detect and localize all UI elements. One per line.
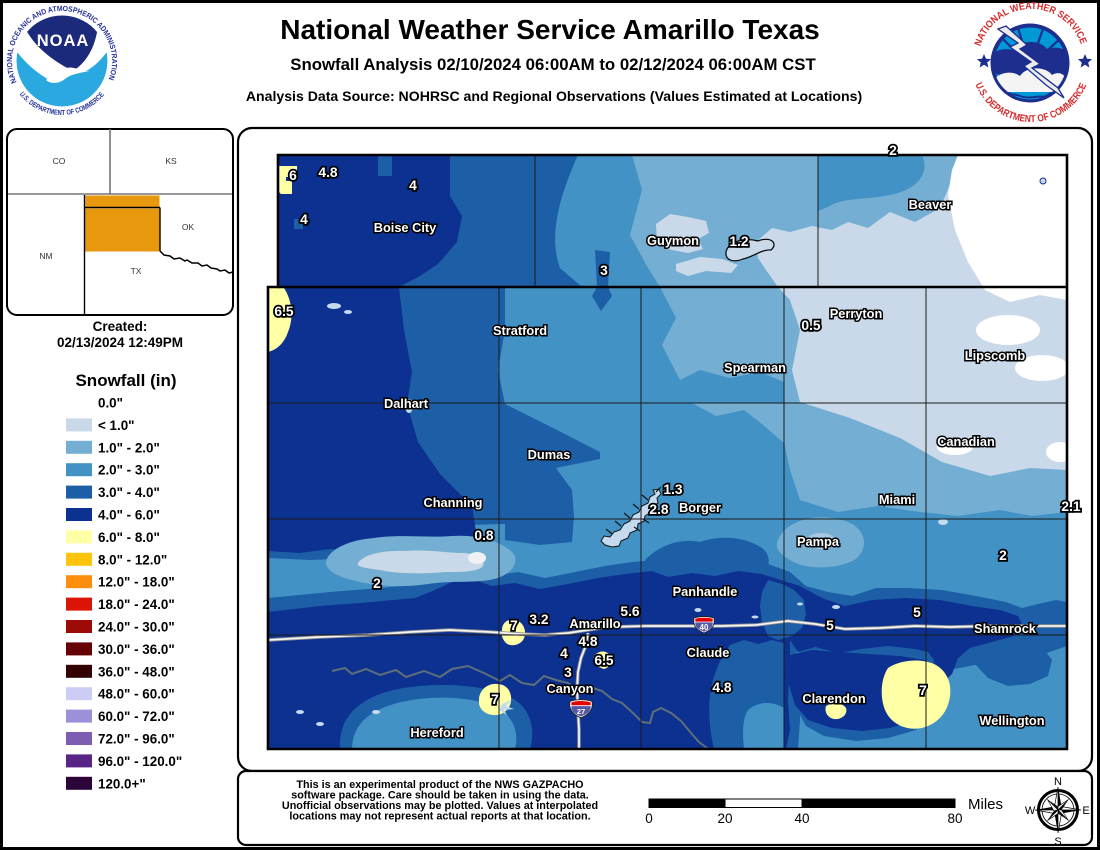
svg-text:W: W <box>1025 805 1036 817</box>
svg-text:Clarendon: Clarendon <box>802 691 865 706</box>
svg-text:1.0" - 2.0": 1.0" - 2.0" <box>98 440 160 455</box>
svg-text:96.0" - 120.0": 96.0" - 120.0" <box>98 754 182 769</box>
svg-text:4.0" - 6.0": 4.0" - 6.0" <box>98 508 160 523</box>
svg-text:4: 4 <box>409 178 417 193</box>
svg-text:NOAA: NOAA <box>37 32 90 50</box>
svg-text:Borger: Borger <box>679 500 721 515</box>
svg-text:Canyon: Canyon <box>547 681 594 696</box>
svg-text:N: N <box>1054 776 1062 788</box>
svg-text:4.8: 4.8 <box>318 165 338 180</box>
svg-text:Snowfall Analysis 02/10/2024 0: Snowfall Analysis 02/10/2024 06:00AM to … <box>290 55 816 74</box>
svg-text:36.0" - 48.0": 36.0" - 48.0" <box>98 664 175 679</box>
svg-text:OK: OK <box>182 222 195 232</box>
svg-text:Created:: Created: <box>93 319 148 334</box>
svg-text:Dalhart: Dalhart <box>384 396 429 411</box>
svg-text:20: 20 <box>717 811 732 826</box>
svg-text:4: 4 <box>300 212 308 227</box>
svg-text:4.8: 4.8 <box>578 634 598 649</box>
svg-text:Snowfall (in): Snowfall (in) <box>75 371 176 390</box>
svg-text:Lipscomb: Lipscomb <box>965 348 1026 363</box>
svg-text:Spearman: Spearman <box>724 360 786 375</box>
svg-text:This is an experimental produc: This is an experimental product of the N… <box>296 779 583 791</box>
svg-text:Hereford: Hereford <box>410 725 463 740</box>
svg-text:Beaver: Beaver <box>909 197 952 212</box>
svg-text:Unofficial observations may be: Unofficial observations may be plotted. … <box>282 800 598 812</box>
svg-text:2: 2 <box>373 576 381 591</box>
svg-text:4: 4 <box>560 646 568 661</box>
svg-text:Stratford: Stratford <box>493 323 547 338</box>
svg-text:3: 3 <box>564 665 572 680</box>
svg-text:5.6: 5.6 <box>620 604 640 619</box>
svg-text:72.0" - 96.0": 72.0" - 96.0" <box>98 732 175 747</box>
svg-text:CO: CO <box>53 156 66 166</box>
svg-text:Pampa: Pampa <box>797 534 840 549</box>
svg-text:3.0" - 4.0": 3.0" - 4.0" <box>98 485 160 500</box>
svg-text:30.0" - 36.0": 30.0" - 36.0" <box>98 642 175 657</box>
svg-text:3.2: 3.2 <box>529 612 549 627</box>
svg-text:27: 27 <box>577 707 586 716</box>
svg-text:2: 2 <box>889 143 897 158</box>
svg-text:120.0+": 120.0+" <box>98 776 146 791</box>
svg-text:2: 2 <box>999 548 1007 563</box>
svg-text:Claude: Claude <box>687 645 730 660</box>
svg-text:National Weather Service Amari: National Weather Service Amarillo Texas <box>280 14 819 45</box>
svg-text:Boise City: Boise City <box>374 220 437 235</box>
svg-text:40: 40 <box>700 623 709 632</box>
svg-text:Analysis Data Source: NOHRSC a: Analysis Data Source: NOHRSC and Regiona… <box>246 88 862 104</box>
svg-text:3: 3 <box>600 263 608 278</box>
svg-text:Canadian: Canadian <box>937 434 995 449</box>
svg-text:E: E <box>1082 805 1089 817</box>
svg-text:Miami: Miami <box>879 492 915 507</box>
svg-text:Perryton: Perryton <box>830 306 883 321</box>
svg-text:48.0" - 60.0": 48.0" - 60.0" <box>98 687 175 702</box>
svg-text:4.8: 4.8 <box>712 680 732 695</box>
svg-text:18.0" - 24.0": 18.0" - 24.0" <box>98 597 175 612</box>
svg-text:Amarillo: Amarillo <box>569 616 620 631</box>
svg-text:TX: TX <box>131 266 142 276</box>
svg-text:locations may not represent ac: locations may not represent actual repor… <box>289 811 590 823</box>
svg-text:2.0" - 3.0": 2.0" - 3.0" <box>98 463 160 478</box>
svg-text:8.0" - 12.0": 8.0" - 12.0" <box>98 552 167 567</box>
svg-text:7: 7 <box>491 692 499 707</box>
svg-text:Guymon: Guymon <box>647 233 699 248</box>
svg-text:5: 5 <box>913 605 921 620</box>
svg-text:5: 5 <box>826 618 834 633</box>
svg-text:< 1.0": < 1.0" <box>98 418 135 433</box>
svg-text:7: 7 <box>919 683 927 698</box>
svg-text:02/13/2024 12:49PM: 02/13/2024 12:49PM <box>57 335 183 350</box>
svg-text:6.5: 6.5 <box>274 304 294 319</box>
svg-text:2.1: 2.1 <box>1061 499 1081 514</box>
svg-text:0: 0 <box>645 811 653 826</box>
svg-text:24.0" - 30.0": 24.0" - 30.0" <box>98 620 175 635</box>
svg-text:S: S <box>1054 836 1061 848</box>
svg-text:6: 6 <box>289 168 297 183</box>
svg-text:software package. Care should: software package. Care should be taken i… <box>291 790 589 802</box>
svg-text:Channing: Channing <box>424 495 483 510</box>
svg-text:2.8: 2.8 <box>649 502 669 517</box>
svg-text:6.5: 6.5 <box>594 653 614 668</box>
svg-text:Panhandle: Panhandle <box>673 584 738 599</box>
svg-text:6.0" - 8.0": 6.0" - 8.0" <box>98 530 160 545</box>
svg-text:0.0": 0.0" <box>98 396 123 411</box>
svg-text:0.5: 0.5 <box>801 318 821 333</box>
svg-text:12.0" - 18.0": 12.0" - 18.0" <box>98 575 175 590</box>
svg-text:Miles: Miles <box>968 796 1003 813</box>
svg-text:Wellington: Wellington <box>979 713 1044 728</box>
svg-text:80: 80 <box>947 811 962 826</box>
svg-text:1.3: 1.3 <box>663 482 683 497</box>
svg-text:NM: NM <box>39 251 52 261</box>
svg-text:KS: KS <box>165 156 177 166</box>
svg-text:0.8: 0.8 <box>474 528 494 543</box>
svg-text:Dumas: Dumas <box>528 447 571 462</box>
svg-text:40: 40 <box>794 811 809 826</box>
svg-text:1.2: 1.2 <box>729 234 749 249</box>
svg-text:Shamrock: Shamrock <box>974 621 1037 636</box>
svg-text:60.0" - 72.0": 60.0" - 72.0" <box>98 709 175 724</box>
svg-text:7: 7 <box>510 618 518 633</box>
